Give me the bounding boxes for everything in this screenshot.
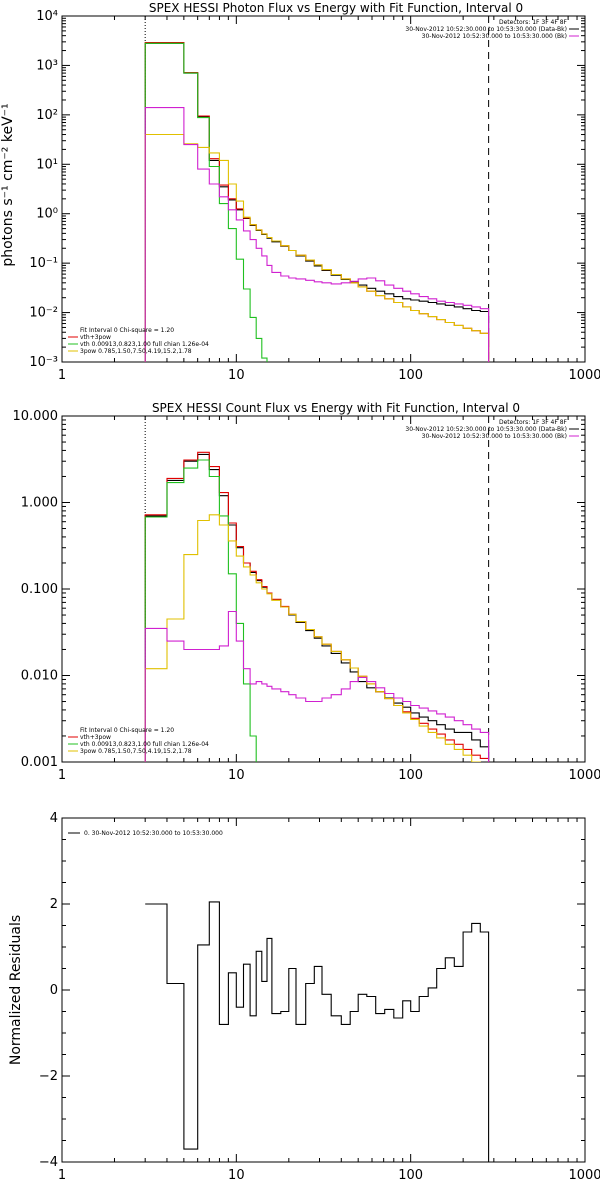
photon-flux-title: SPEX HESSI Photon Flux vs Energy with Fi… xyxy=(149,1,523,15)
count-flux-panel: SPEX HESSI Count Flux vs Energy with Fit… xyxy=(13,401,600,783)
fit-legend-entry: vth+3pow xyxy=(80,734,111,741)
legend-entry: 30-Nov-2012 10:52:30.000 to 10:53:30.000… xyxy=(405,26,567,33)
y-tick-label: 10¹ xyxy=(36,157,58,172)
series-3pow xyxy=(144,514,481,762)
y-tick-label: −4 xyxy=(39,1155,58,1170)
y-tick-label: 10³ xyxy=(36,58,58,73)
series-bk xyxy=(144,610,490,762)
series-3pow xyxy=(144,133,490,362)
photon-flux-panel: SPEX HESSI Photon Flux vs Energy with Fi… xyxy=(0,1,600,383)
y-tick-label: 10² xyxy=(36,108,58,123)
y-tick-label: 10⁻¹ xyxy=(29,256,58,271)
series-vth-3pow xyxy=(144,451,490,762)
fit-legend-entry: vth 0.00913,0.823,1.00 full chian 1.26e-… xyxy=(80,341,209,348)
count-flux-title: SPEX HESSI Count Flux vs Energy with Fit… xyxy=(152,401,520,415)
plot-frame xyxy=(61,415,586,763)
y-tick-label: 0.010 xyxy=(21,669,58,684)
x-tick-label: 10 xyxy=(228,368,245,383)
y-tick-label: 10.000 xyxy=(13,409,59,424)
y-tick-label: 0.100 xyxy=(21,582,58,597)
plot-frame xyxy=(61,15,586,363)
y-tick-label: 0.001 xyxy=(21,755,58,770)
legend-entry: 30-Nov-2012 10:52:30.000 to 10:53:30.000… xyxy=(422,33,567,40)
fit-legend-entry: 3pow 0.785,1.50,7.50,4.19,15.2,1.78 xyxy=(80,748,192,755)
y-tick-label: 10⁻² xyxy=(29,306,58,321)
legend-entry: Detectors: 1F 3F 4F 8F xyxy=(499,419,568,426)
residuals-ylabel: Normalized Residuals xyxy=(8,915,24,1065)
legend-entry: 30-Nov-2012 10:52:30.000 to 10:53:30.000… xyxy=(405,426,567,433)
x-tick-label: 10 xyxy=(228,768,245,783)
series-vth-3pow xyxy=(144,42,490,362)
series-data-bk xyxy=(144,453,490,762)
y-tick-label: −2 xyxy=(39,1069,58,1084)
fit-legend-entry: Fit Interval 0 Chi-square = 1.20 xyxy=(80,327,174,334)
x-tick-label: 1000 xyxy=(568,368,600,383)
y-tick-label: 10⁻³ xyxy=(29,355,58,370)
x-tick-label: 1000 xyxy=(568,768,600,783)
series-vth xyxy=(144,459,257,762)
legend-entry: Detectors: 1F 3F 4F 8F xyxy=(499,19,568,26)
x-tick-label: 1000 xyxy=(568,1168,600,1183)
y-tick-label: 1.000 xyxy=(21,496,58,511)
series-vth xyxy=(144,42,268,362)
series-residuals xyxy=(145,901,490,1162)
fit-legend-entry: vth+3pow xyxy=(80,334,111,341)
x-tick-label: 1 xyxy=(58,768,66,783)
y-tick-label: 10⁰ xyxy=(36,207,58,222)
series-data-bk xyxy=(144,42,490,362)
fit-legend-entry: vth 0.00913,0.823,1.00 full chian 1.26e-… xyxy=(80,741,209,748)
fit-legend-entry: Fit Interval 0 Chi-square = 1.20 xyxy=(80,727,174,734)
legend-entry: 30-Nov-2012 10:52:30.000 to 10:53:30.000… xyxy=(422,433,567,440)
x-tick-label: 100 xyxy=(398,1168,423,1183)
y-tick-label: 4 xyxy=(50,811,58,826)
x-tick-label: 1 xyxy=(58,1168,66,1183)
x-tick-label: 100 xyxy=(398,768,423,783)
plot-frame xyxy=(61,817,586,1163)
y-tick-label: 0 xyxy=(50,983,58,998)
x-tick-label: 100 xyxy=(398,368,423,383)
x-tick-label: 1 xyxy=(58,368,66,383)
y-tick-label: 2 xyxy=(50,897,58,912)
series-bk xyxy=(144,107,490,362)
fit-legend-entry: 3pow 0.785,1.50,7.50,4.19,15.2,1.78 xyxy=(80,348,192,355)
x-tick-label: 10 xyxy=(228,1168,245,1183)
residuals-panel: Normalized Residuals 1 10 100 1000 −4 −2 0 2 4 0.… xyxy=(8,811,600,1183)
residual-legend-entry: 0. 30-Nov-2012 10:52:30.000 to 10:53:30.… xyxy=(84,830,223,837)
y-tick-label: 10⁴ xyxy=(36,9,58,24)
photon-flux-ylabel: photons s⁻¹ cm⁻² keV⁻¹ xyxy=(0,103,16,266)
